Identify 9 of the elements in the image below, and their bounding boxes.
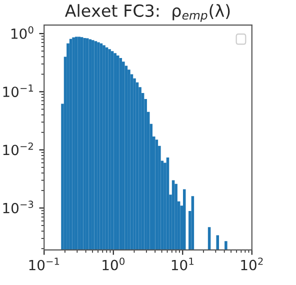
y-tick-label: 10$^{0}$ xyxy=(11,26,34,39)
y-tick-label: 10$^{−1}$ xyxy=(3,84,33,98)
x-tick-label: 10$^{2}$ xyxy=(241,258,263,270)
x-tick-label: 10$^{1}$ xyxy=(172,258,194,270)
x-tick-label: 10$^{0}$ xyxy=(102,258,124,270)
x-tick-label: 10$^{−1}$ xyxy=(29,258,60,270)
chart-title: Alexet FC3: ρ$_{emp}$(λ) xyxy=(64,4,230,22)
y-tick-label: 10$^{−3}$ xyxy=(3,200,34,214)
y-tick-label: 10$^{−2}$ xyxy=(3,142,33,156)
